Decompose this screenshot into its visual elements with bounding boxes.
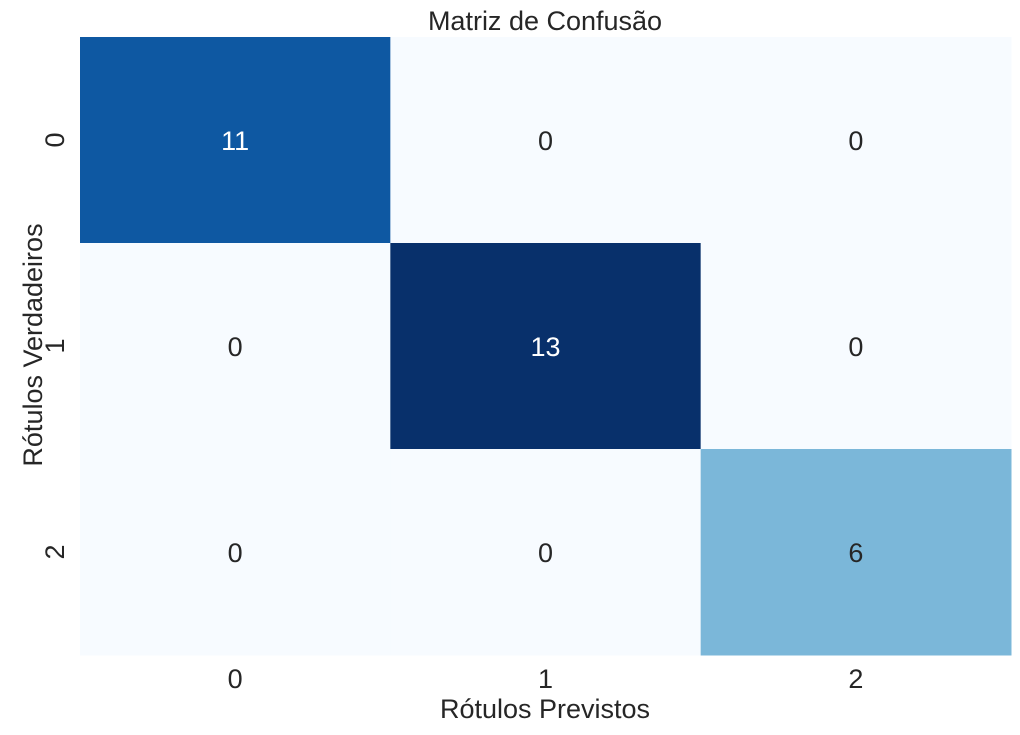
x-axis-tick-labels: 0 1 2 <box>228 664 864 694</box>
y-axis-tick-labels: 0 1 2 <box>40 132 70 559</box>
heatmap-cell-r0-c0 <box>80 37 391 244</box>
cell-value-r0-c0: 11 <box>221 126 249 156</box>
y-tick-label: 1 <box>40 338 70 353</box>
cell-value-r2-c1: 0 <box>538 538 553 568</box>
heatmap-cell-r1-c1 <box>390 243 702 450</box>
cell-value-r1-c1: 13 <box>530 332 560 362</box>
cell-value-r0-c1: 0 <box>538 126 553 156</box>
chart-title: Matriz de Confusão <box>428 6 662 36</box>
x-tick-label: 1 <box>538 664 553 694</box>
heatmap-cells <box>80 37 1012 656</box>
heatmap-cell-r0-c1 <box>390 37 702 244</box>
cell-value-r2-c2: 6 <box>848 538 863 568</box>
heatmap-cell-r1-c0 <box>80 243 391 450</box>
cell-value-r1-c0: 0 <box>228 332 243 362</box>
y-tick-label: 2 <box>40 544 70 559</box>
heatmap-cell-r2-c0 <box>80 449 391 656</box>
y-axis-label: Rótulos Verdadeiros <box>18 223 48 466</box>
x-tick-label: 2 <box>848 664 863 694</box>
y-tick-label: 0 <box>40 132 70 147</box>
heatmap-cell-labels: 11 0 0 0 13 0 0 0 6 <box>221 126 863 568</box>
heatmap-cell-r0-c2 <box>700 37 1012 244</box>
cell-value-r1-c2: 0 <box>848 332 863 362</box>
x-axis-label: Rótulos Previstos <box>440 694 650 724</box>
cell-value-r2-c0: 0 <box>228 538 243 568</box>
heatmap-cell-r1-c2 <box>700 243 1012 450</box>
x-tick-label: 0 <box>228 664 243 694</box>
heatmap-cell-r2-c2 <box>700 449 1012 656</box>
heatmap-cell-r2-c1 <box>390 449 702 656</box>
cell-value-r0-c2: 0 <box>848 126 863 156</box>
